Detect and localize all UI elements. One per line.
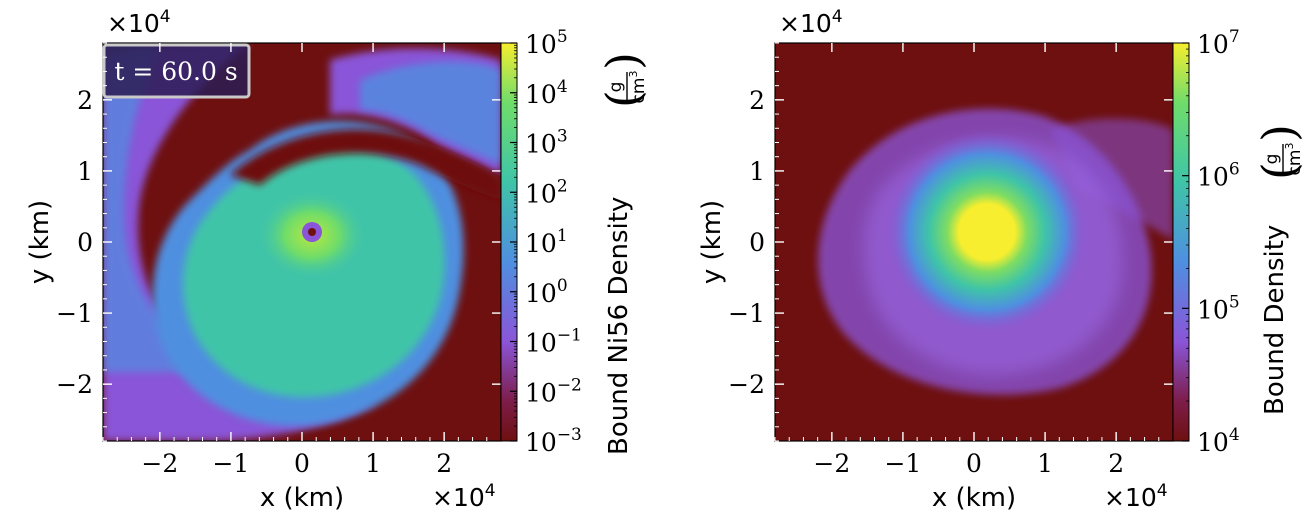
right-y-tick-label: 2 (749, 86, 765, 115)
right-y-tick-label: 0 (749, 228, 765, 257)
right-x-tick-label: 1 (1037, 449, 1053, 478)
right-y-scale: ×104 (779, 7, 843, 38)
left-y-tick-label: −1 (56, 299, 93, 328)
left-y-scale: ×104 (107, 7, 171, 38)
right-colorbar-label: Bound Density ( g cm3 ) (1252, 124, 1306, 415)
right-colorbar-tick-label: 106 (1197, 160, 1240, 192)
right-colorbar-ticks: 107 106 105 104 (1182, 27, 1240, 457)
left-axes: −2 −1 0 1 2 −2 −1 0 1 2 (56, 42, 502, 478)
left-x-tick-label: 2 (436, 449, 452, 478)
svg-text:): ) (596, 52, 650, 70)
right-x-scale: ×104 (1104, 481, 1168, 512)
left-y-label: y (km) (25, 200, 55, 284)
svg-text:Bound Ni56 Density: Bound Ni56 Density (604, 197, 634, 455)
left-colorbar-tick-label: 10−2 (525, 375, 582, 407)
right-x-tick-label: −2 (813, 449, 850, 478)
left-colorbar-unit: ( g cm3 ) (596, 52, 650, 108)
right-x-tick-label: 0 (966, 449, 982, 478)
right-core (887, 132, 1087, 332)
svg-text:): ) (1252, 124, 1306, 142)
right-y-tick-label: 1 (749, 157, 765, 186)
left-colorbar-label: Bound Ni56 Density ( g cm3 ) (596, 52, 650, 455)
left-colorbar-tick-label: 101 (525, 226, 568, 258)
left-colorbar-tick-label: 10−3 (525, 425, 582, 457)
left-y-tick-label: 1 (77, 157, 93, 186)
left-colorbar-tick-label: 105 (525, 27, 568, 59)
right-x-tick-label: −1 (884, 449, 921, 478)
svg-text:cm3: cm3 (627, 71, 649, 104)
svg-text:g: g (1262, 154, 1282, 165)
right-colorbar (1172, 42, 1190, 442)
left-colorbar-tick-label: 10−1 (525, 326, 582, 358)
left-x-tick-label: 1 (365, 449, 381, 478)
left-x-scale: ×104 (432, 481, 496, 512)
right-y-tick-label: −2 (728, 370, 765, 399)
svg-text:Bound Density: Bound Density (1260, 225, 1290, 415)
time-label: t = 60.0 s (114, 57, 237, 86)
right-y-tick-label: −1 (728, 299, 765, 328)
left-y-tick-label: 2 (77, 86, 93, 115)
svg-text:cm3: cm3 (1283, 143, 1305, 176)
right-heatmap (775, 43, 1173, 441)
right-colorbar-tick-label: 104 (1197, 425, 1240, 457)
left-upper-arm-inner (360, 61, 501, 165)
right-colorbar-tick-label: 107 (1197, 27, 1240, 59)
left-colorbar-tick-label: 100 (525, 276, 568, 308)
right-axes: −2 −1 0 1 2 −2 −1 0 1 2 (728, 42, 1174, 478)
left-colorbar-ticks: 105 104 103 102 101 100 10−1 10−2 10−3 (510, 27, 582, 457)
svg-text:(: ( (596, 90, 650, 108)
right-y-label: y (km) (697, 200, 727, 284)
right-colorbar-unit: ( g cm3 ) (1252, 124, 1306, 180)
left-x-label: x (km) (260, 483, 344, 513)
left-outer-arm-blue (103, 43, 220, 372)
svg-text:(: ( (1252, 162, 1306, 180)
right-colorbar-tick-label: 105 (1197, 292, 1240, 324)
left-x-tick-label: −2 (141, 449, 178, 478)
left-colorbar-tick-label: 103 (525, 127, 568, 159)
right-x-label: x (km) (932, 483, 1016, 513)
left-y-tick-label: 0 (77, 228, 93, 257)
left-dark-lane (230, 129, 501, 200)
right-x-tick-label: 2 (1108, 449, 1124, 478)
svg-text:g: g (606, 82, 626, 93)
left-colorbar-tick-label: 104 (525, 77, 568, 109)
left-heatmap (103, 43, 501, 441)
left-x-tick-label: −1 (212, 449, 249, 478)
left-x-tick-label: 0 (294, 449, 310, 478)
left-y-tick-label: −2 (56, 370, 93, 399)
time-label-box: t = 60.0 s (102, 43, 251, 99)
left-colorbar-tick-label: 102 (525, 176, 568, 208)
